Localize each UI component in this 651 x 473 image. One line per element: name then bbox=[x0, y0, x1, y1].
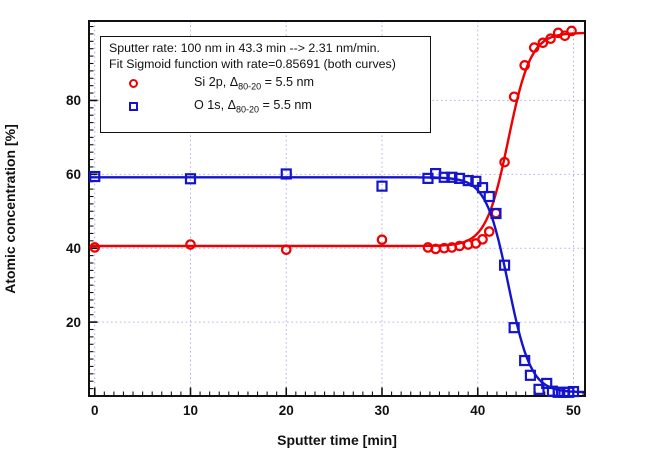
data-point-si2p bbox=[559, 30, 571, 42]
data-point-si2p bbox=[545, 33, 556, 45]
data-point-o1s bbox=[524, 369, 537, 381]
data-point-o1s bbox=[376, 180, 388, 192]
data-point-o1s bbox=[462, 175, 474, 187]
data-point-o1s bbox=[280, 168, 292, 180]
data-point-si2p bbox=[519, 60, 530, 71]
y-axis-title: Atomic concentration [%] bbox=[2, 124, 18, 294]
data-point-o1s bbox=[89, 170, 101, 183]
data-point-si2p bbox=[185, 239, 196, 250]
data-point-si2p bbox=[528, 42, 540, 53]
data-point-si2p bbox=[499, 156, 510, 168]
fit-line-si2p bbox=[89, 31, 585, 248]
data-point-o1s bbox=[470, 175, 482, 187]
data-point-o1s bbox=[546, 385, 559, 397]
data-point-o1s bbox=[483, 190, 495, 203]
fit-line-o1s bbox=[89, 176, 585, 394]
legend-box: Sputter rate: 100 nm in 43.3 min --> 2.3… bbox=[100, 36, 431, 133]
data-point-si2p bbox=[89, 242, 101, 253]
data-point-o1s bbox=[446, 171, 458, 183]
data-point-o1s bbox=[552, 386, 564, 398]
data-point-o1s bbox=[508, 322, 520, 334]
annotation-line-1: Sputter rate: 100 nm in 43.3 min --> 2.3… bbox=[109, 41, 381, 55]
y-tick-label: 20 bbox=[66, 315, 81, 330]
y-tick-label: 80 bbox=[66, 93, 81, 108]
plot-frame bbox=[88, 20, 586, 397]
y-tick-label: 60 bbox=[66, 167, 81, 182]
data-point-si2p bbox=[477, 234, 488, 245]
data-point-si2p bbox=[483, 226, 495, 237]
legend-entry-si2p: Si 2p, Δ80-20 = 5.5 nm bbox=[109, 72, 430, 95]
data-point-si2p bbox=[566, 25, 577, 37]
data-point-si2p bbox=[508, 91, 520, 103]
legend-label-si2p: Si 2p, Δ80-20 = 5.5 nm bbox=[194, 75, 315, 92]
x-tick-label: 30 bbox=[374, 403, 389, 418]
annotation-line-2: Fit Sigmoid function with rate=0.85691 (… bbox=[109, 56, 396, 71]
x-tick-label: 10 bbox=[183, 403, 198, 418]
x-tick-label: 20 bbox=[279, 403, 294, 418]
data-point-o1s bbox=[533, 383, 545, 395]
data-point-o1s bbox=[519, 354, 531, 367]
data-point-o1s bbox=[184, 173, 197, 185]
data-point-si2p bbox=[537, 37, 549, 49]
si2p-circle-marker-icon bbox=[129, 79, 138, 88]
x-tick-label: 50 bbox=[566, 403, 581, 418]
x-axis-title: Sputter time [min] bbox=[277, 432, 397, 448]
x-tick-label: 0 bbox=[91, 403, 99, 418]
data-point-si2p bbox=[376, 234, 388, 246]
data-point-o1s bbox=[490, 207, 502, 220]
o1s-square-marker-icon bbox=[129, 102, 138, 111]
data-point-o1s bbox=[498, 259, 511, 271]
data-point-si2p bbox=[280, 244, 292, 255]
data-point-o1s bbox=[567, 385, 580, 398]
data-point-o1s bbox=[476, 182, 489, 194]
legend-label-o1s: O 1s, Δ80-20 = 5.5 nm bbox=[194, 98, 312, 115]
data-point-o1s bbox=[541, 377, 553, 390]
data-point-si2p bbox=[490, 207, 502, 219]
legend-entry-o1s: O 1s, Δ80-20 = 5.5 nm bbox=[109, 95, 430, 118]
y-tick-label: 40 bbox=[66, 241, 81, 256]
data-point-o1s bbox=[438, 171, 450, 183]
x-tick-label: 40 bbox=[470, 403, 485, 418]
